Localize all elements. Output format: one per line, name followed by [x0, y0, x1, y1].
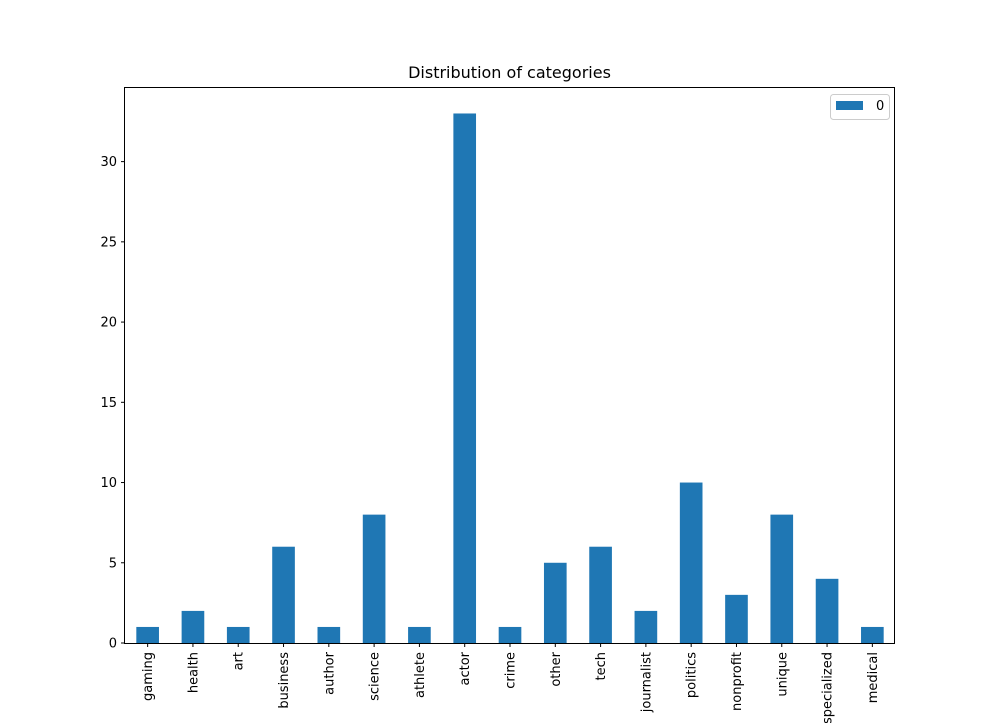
legend-swatch — [836, 101, 863, 110]
x-tick-label: journalist — [639, 652, 654, 713]
y-axis: 0 5 10 15 20 25 30 — [100, 155, 125, 652]
bar-journalist — [634, 610, 658, 643]
x-tick-label: unique — [775, 652, 790, 697]
legend: 0 — [830, 94, 890, 120]
bar-nonprofit — [725, 594, 748, 643]
y-tick-label: 20 — [100, 316, 117, 331]
bar-crime — [498, 626, 522, 643]
x-tick-label: nonprofit — [730, 652, 745, 711]
y-tick-label: 25 — [100, 235, 117, 250]
y-tick-label: 15 — [100, 396, 117, 411]
bar-actor — [453, 113, 477, 644]
x-tick-label: specialized — [821, 652, 836, 723]
bar-business — [272, 546, 295, 643]
bar-specialized — [815, 578, 839, 643]
bar-politics — [679, 482, 703, 643]
y-tick-label: 30 — [100, 155, 117, 170]
x-tick-label: actor — [458, 651, 473, 685]
bar-science — [362, 514, 386, 643]
bar-unique — [770, 514, 794, 643]
x-tick-label: health — [186, 652, 201, 693]
x-tick-label: medical — [866, 652, 881, 703]
bar-health — [181, 610, 205, 643]
y-tick-label: 5 — [109, 556, 117, 571]
plot-frame — [124, 87, 895, 644]
x-tick-label: art — [232, 652, 247, 670]
x-tick-label: other — [549, 651, 564, 686]
bar-art — [226, 626, 250, 643]
x-tick-label: tech — [594, 652, 609, 680]
x-tick-label: business — [277, 652, 292, 709]
bar-athlete — [408, 626, 431, 643]
legend-label: 0 — [876, 99, 884, 114]
bar-medical — [861, 626, 884, 643]
x-tick-label: crime — [504, 652, 519, 689]
y-tick-label: 0 — [109, 637, 117, 652]
x-tick-label: athlete — [413, 652, 428, 698]
x-axis: gaming health art business author science athl… — [141, 643, 881, 724]
bar-tech — [589, 546, 612, 643]
bar-other — [543, 562, 567, 643]
bar-gaming — [136, 626, 159, 643]
x-tick-label: gaming — [141, 652, 156, 701]
x-tick-label: politics — [685, 652, 700, 698]
bar-author — [317, 626, 341, 643]
x-tick-label: author — [322, 651, 337, 694]
chart-title: Distribution of categories — [408, 63, 611, 82]
x-tick-label: science — [368, 652, 383, 701]
bars-layer — [136, 113, 884, 644]
y-tick-label: 10 — [100, 476, 117, 491]
